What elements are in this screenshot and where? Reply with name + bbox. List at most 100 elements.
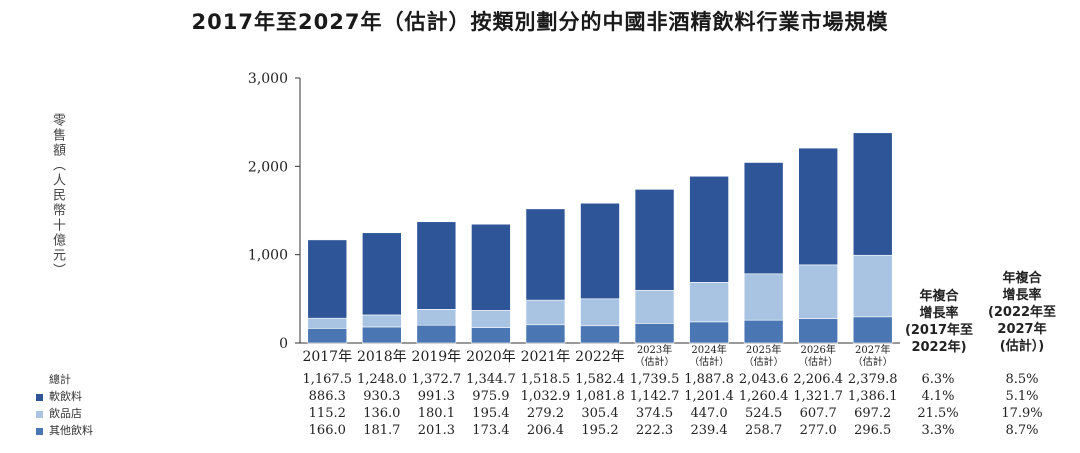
legend-swatch (36, 393, 43, 401)
table-cell-value: 697.2 (854, 406, 891, 421)
table-cell-value: 180.1 (418, 406, 455, 421)
bar-segment-drink-shops (580, 298, 620, 327)
bar-segment-drink-shops (689, 282, 729, 323)
table-cell-value: 1,887.8 (684, 372, 734, 387)
x-tick-label: 2023年 (637, 343, 672, 356)
table-row-label: 總計 (49, 371, 71, 387)
y-axis-label: 零售額（人民幣十億元） (50, 113, 65, 278)
table-cell-cagr-2017-2022: 3.3% (921, 423, 954, 438)
bar-segment-soft-drinks (852, 132, 893, 256)
bar-segment-soft-drinks (798, 147, 838, 266)
bar-segment-other-drinks (471, 327, 511, 344)
table-cell-value: 524.5 (745, 406, 782, 421)
x-tick-label-sub: （估計） (744, 355, 784, 368)
bar-segment-other-drinks (743, 319, 784, 344)
bar-segment-other-drinks (362, 326, 402, 344)
bar-segment-drink-shops (525, 299, 566, 326)
table-cell-value: 1,248.0 (357, 372, 407, 387)
bar-segment-soft-drinks (307, 239, 348, 319)
x-tick-label: 2017年 (302, 349, 352, 365)
table-cell-value: 166.0 (309, 423, 346, 438)
bar-segment-drink-shops (307, 317, 348, 329)
table-cell-value: 2,379.8 (848, 372, 898, 387)
x-tick-label-sub: （估計） (689, 355, 729, 368)
bar-segment-soft-drinks (689, 175, 729, 283)
table-cell-cagr-2022-2027: 5.1% (1005, 389, 1038, 404)
table-row-label: 飲品店 (36, 405, 82, 421)
x-tick-label: 2022年 (575, 349, 625, 365)
y-tick-label: 0 (279, 336, 288, 352)
table-cell-value: 1,260.4 (739, 389, 789, 404)
table-row-label: 軟飲料 (36, 388, 82, 404)
bar-segment-soft-drinks (743, 162, 784, 275)
x-tick-label: 2025年 (746, 343, 781, 356)
table-cell-value: 1,739.5 (630, 372, 680, 387)
table-cell-cagr-2022-2027: 17.9% (1001, 406, 1042, 421)
x-tick-label: 2018年 (357, 349, 407, 365)
table-cell-value: 201.3 (418, 423, 455, 438)
table-cell-value: 1,321.7 (793, 389, 843, 404)
bar-segment-drink-shops (416, 309, 457, 326)
table-cell-value: 1,167.5 (302, 372, 352, 387)
x-tick-label: 2027年 (855, 343, 890, 356)
table-cell-cagr-2022-2027: 8.5% (1005, 372, 1038, 387)
bar-segment-other-drinks (525, 324, 566, 344)
table-cell-value: 1,032.9 (521, 389, 571, 404)
table-cell-value: 1,201.4 (684, 389, 734, 404)
table-cell-cagr-2017-2022: 21.5% (917, 406, 958, 421)
bar-segment-soft-drinks (634, 189, 675, 291)
legend-label: 軟飲料 (49, 390, 82, 403)
legend-label: 其他飲料 (49, 424, 93, 437)
table-cell-value: 447.0 (690, 406, 727, 421)
x-tick-label-sub: （估計） (798, 355, 838, 368)
table-cell-value: 296.5 (854, 423, 891, 438)
bar-segment-drink-shops (743, 273, 784, 321)
bar-segment-soft-drinks (580, 202, 620, 300)
table-cell-value: 607.7 (800, 406, 837, 421)
bar-segment-soft-drinks (362, 232, 402, 316)
legend-label: 飲品店 (49, 407, 82, 420)
table-cell-value: 115.2 (309, 406, 346, 421)
table-cell-value: 239.4 (690, 423, 727, 438)
y-tick-label: 1,000 (248, 248, 288, 264)
y-tick-label: 3,000 (248, 71, 288, 87)
x-tick-label-sub: （估計） (635, 355, 675, 368)
chart-title: 2017年至2027年（估計）按類別劃分的中國非酒精飲料行業市場規模 (191, 10, 889, 34)
table-cell-value: 195.2 (581, 423, 618, 438)
table-cell-value: 222.3 (636, 423, 673, 438)
x-tick-label-sub: （估計） (853, 355, 893, 368)
table-cell-value: 258.7 (745, 423, 782, 438)
x-tick-label: 2024年 (691, 343, 726, 356)
table-cell-value: 1,142.7 (630, 389, 680, 404)
table-cell-value: 1,344.7 (466, 372, 516, 387)
table-cell-value: 1,386.1 (848, 389, 898, 404)
bar-segment-other-drinks (307, 328, 348, 344)
x-tick-label: 2020年 (466, 349, 516, 365)
bar-segment-soft-drinks (525, 208, 566, 301)
legend-label: 總計 (49, 373, 71, 386)
bar-segment-drink-shops (362, 314, 402, 328)
table-cell-value: 2,206.4 (793, 372, 843, 387)
bar-segment-other-drinks (852, 316, 893, 344)
legend-swatch (36, 410, 43, 418)
table-cell-cagr-2017-2022: 6.3% (921, 372, 954, 387)
bar-segment-drink-shops (852, 254, 893, 318)
legend-swatch (36, 427, 43, 435)
table-cell-value: 305.4 (581, 406, 618, 421)
bar-segment-soft-drinks (416, 221, 457, 310)
bar-segment-other-drinks (798, 318, 838, 344)
x-tick-label: 2019年 (412, 349, 462, 365)
bar-segment-other-drinks (580, 325, 620, 344)
table-cell-value: 206.4 (527, 423, 564, 438)
table-cell-value: 1,518.5 (521, 372, 571, 387)
table-cell-value: 975.9 (472, 389, 509, 404)
table-cell-value: 930.3 (363, 389, 400, 404)
table-cell-cagr-2017-2022: 4.1% (921, 389, 954, 404)
table-cell-value: 277.0 (800, 423, 837, 438)
y-tick-label: 2,000 (248, 159, 288, 175)
table-cell-value: 991.3 (418, 389, 455, 404)
table-cell-value: 886.3 (309, 389, 346, 404)
table-cell-value: 136.0 (363, 406, 400, 421)
bar-segment-other-drinks (634, 323, 675, 344)
